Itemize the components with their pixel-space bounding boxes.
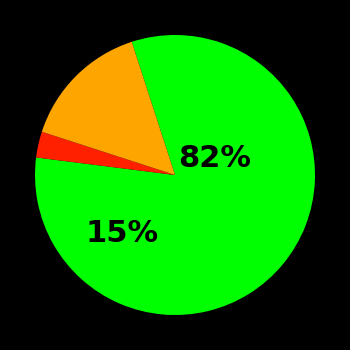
Wedge shape xyxy=(35,35,315,315)
Text: 15%: 15% xyxy=(85,219,158,248)
Wedge shape xyxy=(42,42,175,175)
Wedge shape xyxy=(36,132,175,175)
Text: 82%: 82% xyxy=(178,144,251,173)
